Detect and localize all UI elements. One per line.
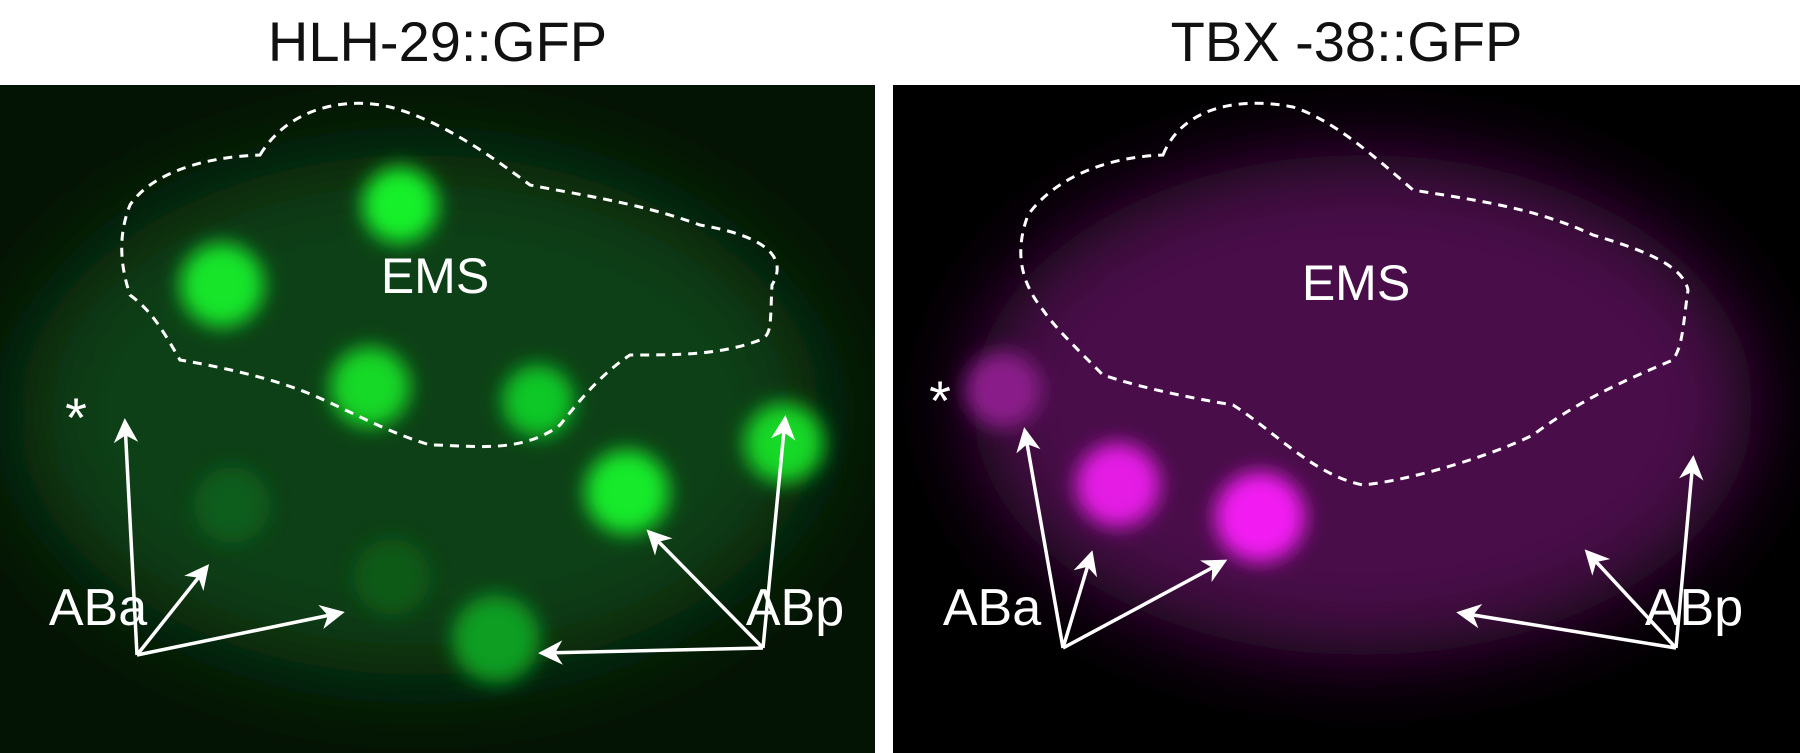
aba-arrows	[1016, 427, 1228, 650]
embryo-glow	[973, 155, 1753, 655]
micrograph-tbx-38-gfp: EMS ABa ABp *	[893, 85, 1800, 753]
panel-title-tbx-38: TBX -38::GFP	[1170, 10, 1523, 73]
green-nuclei	[180, 167, 824, 683]
aba-label: ABa	[943, 579, 1041, 637]
ems-outline	[120, 101, 779, 449]
micrograph-hlh-29-gfp: EMS ABa ABp *	[0, 85, 875, 753]
asterisk-marker: *	[929, 369, 951, 432]
ems-outline	[1019, 101, 1690, 487]
asterisk-marker: *	[65, 386, 87, 449]
aba-arrows	[113, 418, 345, 657]
ems-label: EMS	[1302, 255, 1410, 311]
magenta-nuclei	[965, 352, 1305, 562]
abp-label: ABp	[1645, 579, 1743, 637]
abp-label: ABp	[746, 579, 844, 637]
abp-arrows	[1456, 455, 1704, 650]
ems-label: EMS	[381, 248, 489, 304]
panel-title-hlh-29: HLH-29::GFP	[267, 10, 608, 73]
abp-arrows	[538, 415, 796, 665]
aba-label: ABa	[49, 579, 147, 637]
